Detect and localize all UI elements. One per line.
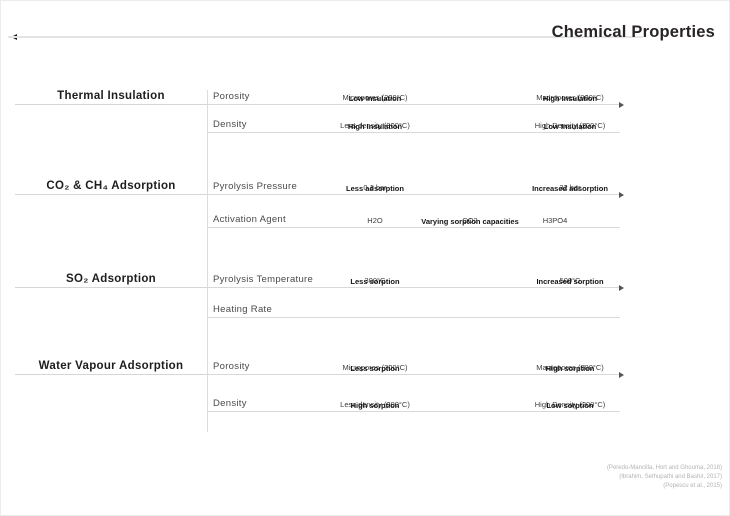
value-emphasis: Low Insulation <box>348 93 402 103</box>
header-rule <box>8 36 643 38</box>
value-emphasis: High sorption <box>350 400 400 410</box>
citation-line: (Popescu et al., 2015) <box>663 483 722 489</box>
page-title-regular: Properties <box>631 23 715 41</box>
row-heating-rate: Heating Rate <box>207 304 620 318</box>
property-label: Pyrolysis Pressure <box>213 181 298 192</box>
value-label: H2O <box>367 216 383 225</box>
value-emphasis: Increased adsorption <box>532 183 608 193</box>
value-label: Less density (900°C) <box>340 121 410 130</box>
value-emphasis: Low Insulation <box>543 121 597 131</box>
citations: (Peredo-Mancilla, Hort and Ghouma, 2018)… <box>607 464 722 491</box>
value-emphasis: High sorption <box>545 363 595 373</box>
value-emphasis: Less sorption <box>350 276 400 286</box>
right-arrow-icon <box>619 285 624 291</box>
value-label: Micropores (200°C) <box>342 93 408 102</box>
value-label: Macropores (900°C) <box>536 363 604 372</box>
section-header-water-vapour-adsorption: Water Vapour Adsorption <box>15 359 207 375</box>
section-title: CO₂ & CH₄ Adsorption <box>46 180 176 192</box>
page-title-bold: Chemical <box>551 23 627 41</box>
value-label: Macropores (900°C) <box>536 93 604 102</box>
value-label: High Density (200°C) <box>534 121 606 130</box>
property-label: Activation Agent <box>213 214 286 225</box>
value-label: H3PO4 <box>542 216 568 225</box>
section-title: SO₂ Adsorption <box>65 273 157 285</box>
value-emphasis: Low sorption <box>546 400 594 410</box>
value-emphasis: Less sorption <box>350 363 400 373</box>
citation-line: (Peredo-Mancilla, Hort and Ghouma, 2018) <box>606 465 722 471</box>
row-activation-agent: Activation Agent H2O CO2 H3PO4 Varying s… <box>207 214 620 228</box>
section-title: Thermal Insulation <box>57 90 165 102</box>
right-arrow-icon <box>619 372 624 378</box>
section-header-co2-ch4-adsorption: CO₂ & CH₄ Adsorption <box>15 179 207 195</box>
value-label: CO2 <box>462 216 478 225</box>
property-label: Porosity <box>213 91 250 102</box>
diagram-spine-line <box>207 90 208 432</box>
row-water-porosity: Porosity Micropores (200°C) Less sorptio… <box>207 361 624 378</box>
section-title: Water Vapour Adsorption <box>38 360 184 372</box>
value-emphasis: Varying sorption capacities <box>421 216 519 226</box>
right-arrow-icon <box>619 102 624 108</box>
property-label: Porosity <box>213 361 250 372</box>
value-emphasis: Less adsorption <box>346 183 404 193</box>
page-title: Chemical Properties <box>552 23 715 42</box>
value-emphasis: High Insulation <box>542 93 598 103</box>
value-label: Micropores (200°C) <box>342 363 408 372</box>
value-label: 300°C <box>364 276 386 285</box>
value-label: Less density (900°C) <box>340 400 410 409</box>
value-label: High Density (200°C) <box>534 400 606 409</box>
value-label: 500°C <box>559 276 581 285</box>
value-emphasis: Increased sorption <box>536 276 604 286</box>
section-header-thermal-insulation: Thermal Insulation <box>15 89 207 105</box>
value-emphasis: High Insulation <box>347 121 403 131</box>
property-label: Density <box>213 398 247 409</box>
row-thermal-porosity: Porosity Micropores (200°C) Low Insulati… <box>207 91 624 108</box>
row-thermal-density: Density Less density (900°C) High Insula… <box>207 119 620 133</box>
citation-line: (Ibrahim, Sethupathi and Bashir, 2017) <box>619 474 722 480</box>
value-label: 0.1 bar <box>363 183 387 192</box>
property-label: Density <box>213 119 247 130</box>
row-pyrolysis-pressure: Pyrolysis Pressure 0.1 bar Less adsorpti… <box>207 181 624 198</box>
value-label: 32 bar <box>559 183 581 192</box>
property-label: Heating Rate <box>213 304 273 315</box>
row-pyrolysis-temperature: Pyrolysis Temperature 300°C Less sorptio… <box>207 274 624 291</box>
row-water-density: Density Less density (900°C) High sorpti… <box>207 398 620 412</box>
right-arrow-icon <box>619 192 624 198</box>
section-header-so2-adsorption: SO₂ Adsorption <box>15 272 207 288</box>
property-label: Pyrolysis Temperature <box>213 274 314 285</box>
